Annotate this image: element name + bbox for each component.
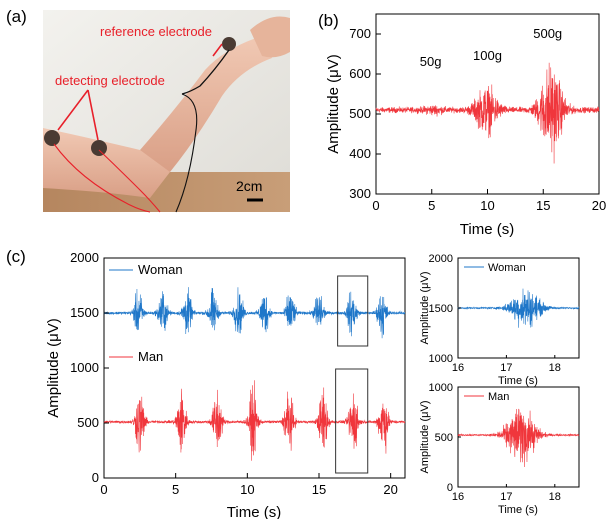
x-tick-label: 0	[372, 198, 379, 213]
iw-series-line	[457, 288, 580, 328]
legend-label: Woman	[138, 262, 183, 277]
y-tick-label: 2000	[429, 253, 453, 265]
y-tick-label: 500	[435, 432, 453, 444]
y-tick-label: 2000	[70, 250, 99, 265]
x-tick-label: 18	[549, 362, 561, 374]
y-tick-label: 700	[349, 26, 371, 41]
chart-c-inset-woman: 16 17 18 1000 1500 2000 Woman Time (s) Ampli…	[419, 253, 580, 387]
x-tick-label: 17	[500, 362, 512, 374]
chart-b-annotation: 100g	[473, 48, 502, 63]
chart-b-series-line	[375, 62, 600, 164]
y-tick-label: 0	[92, 470, 99, 485]
panel-label-b: (b)	[318, 11, 339, 30]
y-tick-label: 600	[349, 66, 371, 81]
upper-arm	[43, 128, 170, 198]
y-tick-label: 1500	[429, 303, 453, 315]
highlight-box-man	[335, 368, 369, 474]
reference-electrode-label: reference electrode	[100, 24, 212, 39]
y-tick-label: 400	[349, 146, 371, 161]
x-tick-label: 18	[549, 491, 561, 503]
x-tick-label: 16	[452, 362, 464, 374]
detecting-arrow-1	[57, 89, 89, 131]
inset-man-signal	[457, 408, 580, 467]
y-tick-label: 500	[77, 415, 99, 430]
detecting-electrode-label: detecting electrode	[55, 73, 165, 88]
x-tick-label: 15	[312, 482, 326, 497]
x-tick-label: 10	[480, 198, 494, 213]
panel-label-c: (c)	[6, 247, 26, 266]
legend-label: Woman	[488, 262, 526, 274]
red-lead-2	[53, 143, 151, 213]
chart-c-series-man	[103, 380, 406, 461]
black-lead	[175, 93, 198, 213]
x-tick-label: 15	[536, 198, 550, 213]
reference-electrode-pad	[222, 37, 236, 51]
inset-man-yticks: 0 500 1000	[429, 382, 461, 494]
chart-b-yticks: 300 400 500 600 700	[349, 26, 381, 201]
y-tick-label: 1000	[429, 353, 453, 365]
inset-woman-xlabel: Time (s)	[498, 375, 538, 387]
x-tick-label: 20	[592, 198, 606, 213]
reference-arrow	[212, 43, 223, 57]
y-tick-label: 1500	[70, 305, 99, 320]
forearm	[140, 36, 272, 172]
inset-woman-ylabel: Amplitude (μV)	[419, 272, 431, 345]
chart-c-signal	[103, 287, 406, 461]
x-tick-label: 0	[100, 482, 107, 497]
chart-c-main: 0 5 10 15 20 0 500 1000 1500 2000 Woman Man Time …	[45, 250, 406, 519]
reference-wire	[181, 49, 230, 95]
inset-woman-legend: Woman	[464, 262, 526, 274]
red-lead-1	[98, 149, 161, 213]
inset-man-xlabel: Time (s)	[498, 504, 538, 516]
chart-c-highlight-boxes	[335, 275, 369, 474]
x-tick-label: 5	[428, 198, 435, 213]
inset-man-xticks: 16 17 18	[452, 484, 561, 503]
chart-c-ylabel: Amplitude (μV)	[45, 318, 62, 418]
y-tick-label: 500	[349, 106, 371, 121]
scale-bar-label: 2cm	[236, 178, 262, 194]
chart-b-annotation: 50g	[420, 54, 442, 69]
chart-c-xticks: 0 5 10 15 20	[100, 473, 398, 497]
x-tick-label: 20	[383, 482, 397, 497]
chart-c-inset-man: 16 17 18 0 500 1000 Man Time (s) Amplitude (…	[419, 382, 580, 516]
arm-photo: reference electrode detecting electrode …	[43, 10, 290, 213]
chart-b-xticks: 0 5 10 15 20	[372, 189, 606, 213]
inset-man-legend: Man	[464, 391, 509, 403]
y-tick-label: 300	[349, 186, 371, 201]
inset-woman-xticks: 16 17 18	[452, 355, 561, 374]
detecting-electrode-1	[44, 130, 60, 146]
chart-b-annotations: 50g 100g 500g	[420, 26, 562, 69]
x-tick-label: 5	[172, 482, 179, 497]
chart-c-series-woman	[103, 287, 406, 339]
x-tick-label: 17	[500, 491, 512, 503]
inset-man-ylabel: Amplitude (μV)	[419, 401, 431, 474]
chart-c-frame	[103, 257, 406, 479]
detecting-arrow-2	[87, 89, 99, 141]
x-tick-label: 10	[240, 482, 254, 497]
highlight-box-woman	[337, 275, 369, 347]
inset-woman-yticks: 1000 1500 2000	[429, 253, 461, 365]
chart-b-annotation: 500g	[533, 26, 562, 41]
im-series-line	[457, 408, 580, 467]
legend-label: Man	[138, 349, 163, 364]
y-tick-label: 1000	[70, 360, 99, 375]
fist	[250, 16, 290, 58]
detecting-electrode-2	[91, 140, 107, 156]
x-tick-label: 16	[452, 491, 464, 503]
inset-woman-signal	[457, 288, 580, 328]
panel-label-a: (a)	[6, 7, 27, 26]
chart-b-signal	[375, 62, 600, 164]
chart-b: 0 5 10 15 20 300 400 500 600 700 50g 100g 500g Tim…	[325, 13, 606, 238]
y-tick-label: 1000	[429, 382, 453, 394]
legend-label: Man	[488, 391, 509, 403]
chart-b-xlabel: Time (s)	[460, 221, 514, 238]
chart-b-ylabel: Amplitude (μV)	[325, 54, 342, 154]
y-tick-label: 0	[447, 482, 453, 494]
chart-c-xlabel: Time (s)	[227, 504, 281, 519]
chart-c-yticks: 0 500 1000 1500 2000	[70, 250, 109, 485]
chart-c-legend: Woman Man	[109, 262, 183, 364]
